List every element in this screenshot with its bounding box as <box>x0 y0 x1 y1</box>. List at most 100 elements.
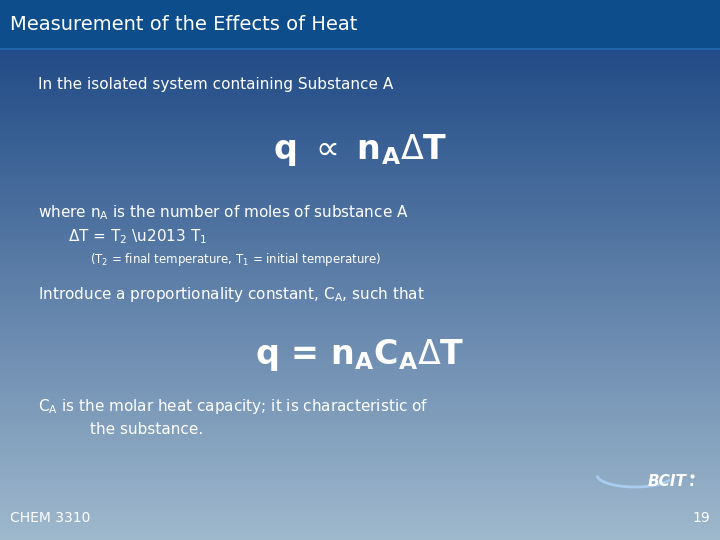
Bar <box>0 165 720 167</box>
Bar <box>0 537 720 540</box>
Bar <box>0 86 720 89</box>
Bar <box>0 359 720 362</box>
Bar <box>0 16 720 19</box>
Bar <box>0 529 720 532</box>
Text: (T$_\mathregular{2}$ = final temperature, T$_\mathregular{1}$ = initial temperat: (T$_\mathregular{2}$ = final temperature… <box>90 252 382 268</box>
Bar <box>0 348 720 351</box>
Bar <box>0 251 720 254</box>
Bar <box>0 381 720 383</box>
Bar <box>0 335 720 338</box>
Bar <box>0 470 720 472</box>
Bar <box>0 273 720 275</box>
Bar <box>0 135 720 138</box>
Bar <box>0 262 720 265</box>
Bar <box>0 14 720 16</box>
Bar <box>0 275 720 278</box>
Bar <box>0 78 720 81</box>
Bar <box>0 5 720 8</box>
Bar <box>0 184 720 186</box>
Bar <box>0 456 720 459</box>
Bar <box>0 475 720 478</box>
Bar <box>0 467 720 470</box>
Bar <box>0 97 720 100</box>
Bar <box>0 146 720 148</box>
Bar <box>0 89 720 92</box>
Bar <box>0 200 720 202</box>
Bar <box>0 364 720 367</box>
Bar <box>0 40 720 43</box>
Bar <box>0 113 720 116</box>
Bar <box>0 240 720 243</box>
Bar <box>0 189 720 192</box>
Bar <box>0 383 720 386</box>
Bar <box>0 446 720 448</box>
Bar <box>0 483 720 486</box>
Bar <box>0 230 720 232</box>
Bar <box>0 259 720 262</box>
Text: $\Delta$T = T$_\mathregular{2}$ \u2013 T$_\mathregular{1}$: $\Delta$T = T$_\mathregular{2}$ \u2013 T… <box>68 228 207 246</box>
Bar <box>0 170 720 173</box>
Bar <box>0 521 720 524</box>
Bar <box>0 62 720 65</box>
Bar <box>0 486 720 489</box>
Bar <box>0 219 720 221</box>
Text: where n$_\mathregular{A}$ is the number of moles of substance A: where n$_\mathregular{A}$ is the number … <box>38 204 408 222</box>
Bar <box>0 413 720 416</box>
Bar <box>0 154 720 157</box>
Bar <box>0 510 720 513</box>
Bar <box>0 513 720 516</box>
Bar <box>0 459 720 462</box>
Bar <box>0 143 720 146</box>
Bar <box>0 308 720 310</box>
Bar <box>0 35 720 38</box>
Bar <box>0 462 720 464</box>
Bar <box>0 321 720 324</box>
Bar <box>0 256 720 259</box>
Bar <box>0 70 720 73</box>
Bar <box>0 494 720 497</box>
Bar <box>0 491 720 494</box>
Bar <box>0 292 720 294</box>
Bar <box>0 213 720 216</box>
Bar <box>0 159 720 162</box>
Bar <box>0 389 720 392</box>
Bar <box>0 297 720 300</box>
Bar <box>0 408 720 410</box>
Bar <box>0 57 720 59</box>
Bar <box>0 119 720 122</box>
Bar <box>0 51 720 54</box>
Bar <box>0 54 720 57</box>
Bar <box>0 418 720 421</box>
Bar <box>0 508 720 510</box>
Text: Introduce a proportionality constant, C$_\mathregular{A}$, such that: Introduce a proportionality constant, C$… <box>38 286 425 305</box>
Bar <box>0 248 720 251</box>
Bar <box>0 254 720 256</box>
Bar <box>0 343 720 346</box>
Bar <box>0 208 720 211</box>
Bar <box>0 27 720 30</box>
Bar <box>0 181 720 184</box>
Bar <box>0 151 720 154</box>
Bar <box>0 500 720 502</box>
Bar <box>0 351 720 354</box>
Bar <box>0 84 720 86</box>
Bar <box>0 516 720 518</box>
Bar <box>0 0 720 48</box>
Bar <box>0 76 720 78</box>
Bar <box>0 148 720 151</box>
Bar <box>0 22 720 24</box>
Bar <box>0 505 720 508</box>
Bar <box>0 130 720 132</box>
Bar <box>0 24 720 27</box>
Bar <box>0 284 720 286</box>
Bar <box>0 421 720 424</box>
Bar <box>0 448 720 451</box>
Text: 19: 19 <box>692 511 710 525</box>
Bar <box>0 340 720 343</box>
Bar <box>0 410 720 413</box>
Bar <box>0 375 720 378</box>
Bar <box>0 270 720 273</box>
Bar <box>0 211 720 213</box>
Bar <box>0 162 720 165</box>
Bar <box>0 68 720 70</box>
